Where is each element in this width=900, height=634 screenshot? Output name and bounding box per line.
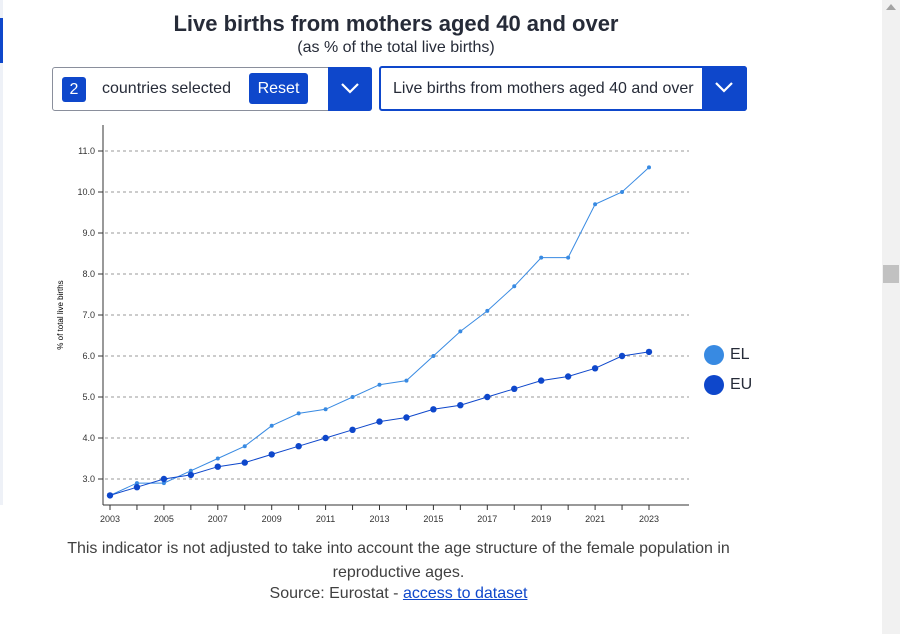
data-point-eu xyxy=(268,451,275,458)
scroll-up-arrow-icon[interactable] xyxy=(886,4,896,10)
y-tick-label: 10.0 xyxy=(77,187,95,197)
dataset-link[interactable]: access to dataset xyxy=(402,585,528,602)
x-tick-label: 2017 xyxy=(477,514,497,524)
data-point-el xyxy=(134,481,139,486)
data-point-eu xyxy=(430,406,437,413)
legend-marker-el xyxy=(704,345,724,365)
data-point-eu xyxy=(295,443,302,450)
data-point-eu xyxy=(133,484,141,491)
country-dropdown-button[interactable] xyxy=(328,67,372,111)
vertical-scrollbar[interactable] xyxy=(882,0,900,634)
indicator-label: Live births from mothers aged 40 and ove… xyxy=(393,80,694,97)
reset-button[interactable]: Reset xyxy=(249,73,308,104)
indicator-dropdown-button[interactable] xyxy=(702,66,747,111)
x-tick-label: 2009 xyxy=(262,514,282,524)
data-point-el xyxy=(296,411,301,416)
data-point-el xyxy=(539,255,544,260)
scrollbar-thumb[interactable] xyxy=(883,265,899,283)
data-point-el xyxy=(377,382,382,387)
indicator-selector[interactable]: Live births from mothers aged 40 and ove… xyxy=(379,66,747,111)
y-axis-label: % of total live births xyxy=(56,280,65,349)
data-point-eu xyxy=(187,471,195,479)
x-tick-label: 2005 xyxy=(154,514,174,524)
legend-label-eu: EU xyxy=(730,376,753,393)
x-tick-label: 2011 xyxy=(316,514,335,524)
data-point-eu xyxy=(618,352,626,360)
data-point-el xyxy=(188,468,193,473)
data-point-el xyxy=(620,190,625,194)
data-point-el xyxy=(215,456,220,461)
country-count-badge: 2 xyxy=(62,77,86,102)
country-selector[interactable]: 2 countries selected Reset xyxy=(52,67,372,111)
data-point-eu xyxy=(160,475,168,483)
y-tick-label: 6.0 xyxy=(82,351,95,361)
legend-marker-eu xyxy=(704,375,724,395)
data-point-el xyxy=(242,444,247,449)
x-tick-label: 2019 xyxy=(531,514,551,524)
indicator-note: This indicator is not adjusted to take i… xyxy=(67,540,730,581)
x-tick-label: 2013 xyxy=(369,514,389,524)
x-tick-label: 2007 xyxy=(208,514,228,524)
data-point-el xyxy=(269,423,274,428)
data-point-eu xyxy=(322,434,329,442)
left-panel-accent xyxy=(0,18,3,63)
chart-title: Live births from mothers aged 40 and ove… xyxy=(173,11,619,36)
chevron-down-icon xyxy=(341,83,359,94)
countries-selected-label: countries selected xyxy=(102,80,231,97)
data-point-eu xyxy=(403,414,410,421)
data-point-eu xyxy=(106,492,114,499)
y-tick-label: 5.0 xyxy=(82,392,95,402)
data-point-eu xyxy=(564,373,572,380)
y-tick-label: 3.0 xyxy=(82,474,95,484)
data-point-eu xyxy=(538,377,545,384)
chevron-down-icon xyxy=(715,82,733,93)
data-point-eu xyxy=(591,365,599,372)
data-point-eu xyxy=(511,385,518,392)
data-point-eu xyxy=(457,402,464,409)
data-point-eu xyxy=(241,459,248,466)
data-point-eu xyxy=(214,463,221,470)
series-line-el xyxy=(109,167,650,496)
data-point-el xyxy=(485,308,490,313)
x-tick-label: 2003 xyxy=(100,514,120,524)
data-point-el xyxy=(512,284,517,289)
x-tick-label: 2021 xyxy=(585,514,605,524)
data-point-el xyxy=(566,255,571,260)
source-line: Source: Eurostat - access to dataset xyxy=(0,585,797,603)
chart-subtitle: (as % of the total live births) xyxy=(297,39,495,56)
data-point-el xyxy=(458,329,463,334)
line-chart: 3.0 4.0 5.0 6.0 7.0 8.0 9.0 10.0 11.0 2003 2005 200… xyxy=(56,125,689,524)
x-tick-label: 2023 xyxy=(639,514,659,524)
y-tick-label: 4.0 xyxy=(82,433,95,443)
data-point-el xyxy=(404,378,409,383)
data-point-el xyxy=(323,407,328,412)
data-point-eu xyxy=(645,348,653,356)
y-tick-label: 8.0 xyxy=(82,269,95,279)
data-point-eu xyxy=(349,426,356,433)
y-tick-label: 11.0 xyxy=(78,146,95,156)
data-point-el xyxy=(647,165,651,170)
data-point-eu xyxy=(376,418,383,425)
source-prefix: Source: Eurostat - xyxy=(269,585,403,602)
data-point-el xyxy=(161,481,166,486)
left-panel-edge xyxy=(0,0,3,505)
y-tick-label: 7.0 xyxy=(82,310,95,320)
legend-label-el: EL xyxy=(730,346,750,363)
data-point-eu xyxy=(484,393,491,401)
data-point-el xyxy=(350,395,355,399)
y-tick-label: 9.0 xyxy=(82,228,95,238)
x-tick-label: 2015 xyxy=(423,514,443,524)
data-point-el xyxy=(593,202,598,207)
data-point-el xyxy=(431,354,436,358)
